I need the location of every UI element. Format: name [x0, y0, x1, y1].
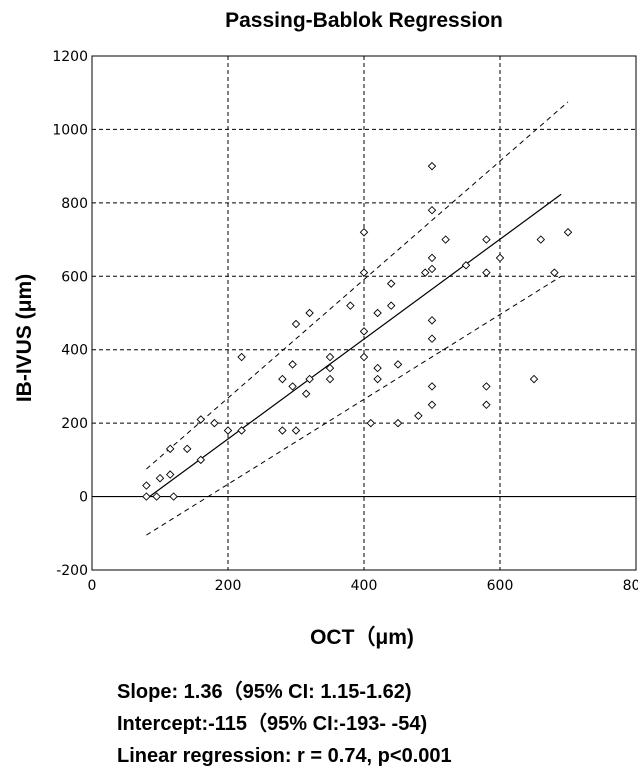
data-point-20: [301, 389, 311, 399]
scatter-chart: Passing-Bablok Regression 0200400600800 …: [13, 9, 638, 649]
data-point-31: [366, 418, 376, 428]
data-point-34: [373, 374, 382, 384]
data-point-4: [165, 444, 175, 454]
confidence-bands: [146, 101, 569, 536]
x-tick-label-3: 600: [487, 578, 514, 594]
data-points: [142, 161, 573, 501]
y-tick-labels: -200 0 200 400 600 800 1000 1200: [52, 49, 88, 579]
data-point-19: [291, 426, 301, 435]
data-point-8: [196, 455, 206, 465]
data-point-47: [427, 382, 437, 391]
y-tick-label-2: 200: [61, 416, 88, 432]
data-point-2: [152, 492, 161, 501]
y-tick-label-3: 400: [61, 343, 88, 359]
x-axis-label: OCT（μm): [310, 625, 414, 649]
data-point-25: [325, 374, 335, 384]
data-point-21: [305, 308, 314, 318]
data-point-7: [182, 444, 192, 454]
x-tick-label-4: 800: [623, 578, 638, 594]
passing-bablok-fit-line: [146, 193, 562, 500]
data-point-56: [529, 374, 539, 384]
data-point-16: [288, 382, 297, 391]
ci-lower-line: [146, 275, 562, 536]
data-point-50: [461, 261, 471, 270]
data-point-33: [373, 363, 382, 373]
data-point-22: [305, 374, 314, 384]
data-point-37: [393, 360, 403, 369]
data-point-14: [278, 374, 287, 384]
data-point-30: [359, 352, 369, 362]
intercept-text: Intercept:-115（95% CI:-193- -54): [117, 713, 428, 735]
data-point-54: [482, 400, 491, 410]
y-tick-label-5: 800: [61, 196, 88, 212]
data-point-12: [237, 352, 246, 362]
data-point-39: [414, 411, 423, 421]
data-point-28: [359, 268, 369, 277]
data-point-57: [536, 235, 546, 244]
data-point-55: [495, 253, 505, 263]
data-point-38: [393, 418, 403, 428]
regression-line: [146, 193, 562, 500]
data-point-1: [142, 492, 151, 501]
x-tick-label-0: 0: [88, 578, 97, 594]
data-point-23: [325, 352, 335, 362]
data-point-43: [427, 253, 437, 263]
chart-title: Passing-Bablok Regression: [225, 9, 503, 32]
data-point-48: [427, 400, 437, 410]
data-point-41: [427, 161, 437, 171]
linear-regression-text: Linear regression: r = 0.74, p<0.001: [117, 745, 452, 767]
data-point-13: [237, 426, 246, 435]
data-point-58: [550, 268, 559, 277]
data-point-35: [386, 279, 396, 288]
y-tick-label-1: 0: [79, 490, 88, 506]
y-tick-label-4: 600: [61, 269, 88, 285]
data-point-17: [288, 360, 297, 369]
y-tick-label-6: 1000: [52, 122, 88, 138]
data-point-26: [346, 301, 355, 310]
data-point-49: [441, 235, 450, 244]
regression-stats: Slope: 1.36（95% CI: 1.15-1.62) Intercept…: [117, 676, 637, 772]
data-point-32: [373, 308, 382, 318]
data-point-51: [482, 235, 491, 244]
data-point-24: [325, 363, 335, 373]
data-point-10: [210, 418, 219, 428]
data-point-5: [165, 470, 175, 479]
data-point-52: [482, 268, 491, 277]
grid-lines: [92, 56, 636, 570]
ci-upper-line: [146, 101, 569, 470]
data-point-59: [563, 227, 573, 237]
data-point-15: [278, 426, 287, 435]
data-point-44: [427, 264, 437, 274]
plot-area-frame: [91, 55, 637, 571]
data-point-9: [196, 415, 206, 424]
x-tick-label-2: 400: [351, 578, 378, 594]
data-point-11: [223, 426, 233, 435]
data-point-42: [427, 205, 437, 215]
y-tick-label-7: 1200: [52, 49, 88, 65]
data-point-18: [291, 319, 301, 329]
data-point-53: [482, 382, 491, 391]
data-point-45: [427, 316, 437, 325]
data-point-29: [359, 327, 369, 336]
y-axis-label: IB-IVUS (μm): [13, 274, 36, 402]
x-tick-label-1: 200: [215, 578, 242, 594]
data-point-0: [142, 481, 151, 490]
data-point-46: [427, 334, 437, 343]
data-point-27: [359, 227, 369, 237]
data-point-36: [386, 301, 396, 310]
data-point-3: [155, 473, 165, 483]
x-tick-labels: 0 200 400 600 800: [88, 578, 638, 594]
y-tick-label-0: -200: [56, 563, 88, 579]
data-point-6: [169, 492, 178, 501]
data-point-40: [420, 268, 430, 277]
slope-text: Slope: 1.36（95% CI: 1.15-1.62): [117, 681, 412, 703]
